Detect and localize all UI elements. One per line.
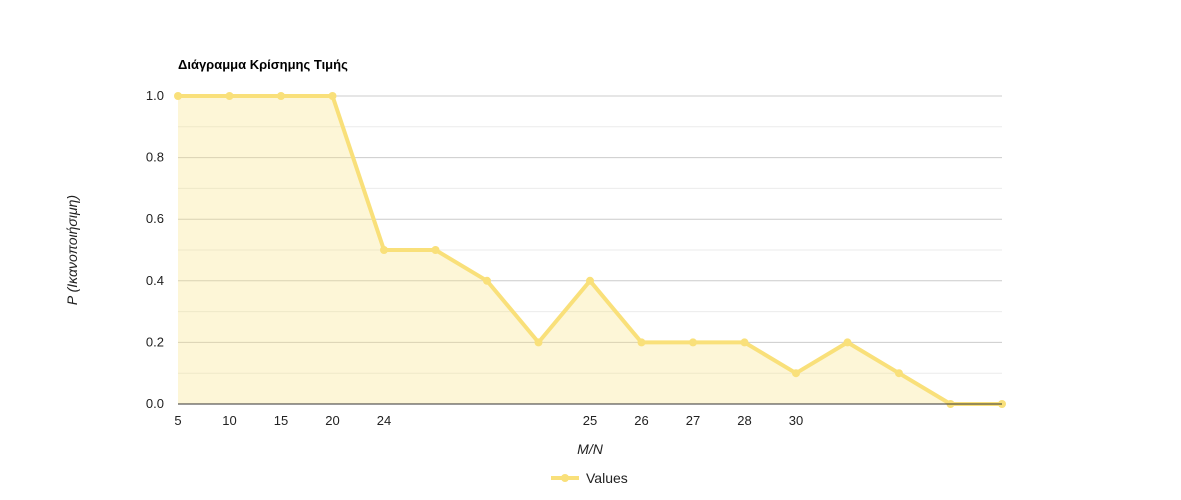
data-points bbox=[174, 92, 1006, 408]
x-tick-label: 28 bbox=[737, 413, 751, 428]
legend-label: Values bbox=[586, 470, 628, 486]
data-point bbox=[740, 338, 749, 347]
x-tick-label: 5 bbox=[174, 413, 181, 428]
gridlines bbox=[178, 95, 1002, 374]
y-tick-label: 0.6 bbox=[146, 211, 164, 226]
data-point bbox=[328, 92, 337, 100]
x-tick-label: 10 bbox=[222, 413, 236, 428]
y-tick-label: 0.0 bbox=[146, 396, 164, 411]
data-point bbox=[792, 369, 800, 378]
data-point bbox=[637, 338, 646, 347]
y-axis-title: P (Ικανοποιήσιμη) bbox=[64, 195, 80, 305]
x-tick-label: 27 bbox=[686, 413, 700, 428]
data-point bbox=[895, 369, 903, 378]
area-fill bbox=[178, 96, 1002, 404]
data-point bbox=[534, 338, 543, 347]
data-point bbox=[277, 92, 285, 100]
data-point bbox=[843, 338, 852, 347]
x-tick-label: 24 bbox=[377, 413, 391, 428]
data-point bbox=[483, 276, 491, 285]
legend[interactable]: Values bbox=[551, 470, 628, 486]
x-axis-title: M/N bbox=[577, 441, 604, 457]
y-tick-labels: 0.0 0.2 0.4 0.6 0.8 1.0 bbox=[146, 88, 164, 411]
x-tick-label: 30 bbox=[789, 413, 803, 428]
y-tick-label: 0.8 bbox=[146, 150, 164, 165]
data-point bbox=[225, 92, 234, 100]
y-tick-label: 0.2 bbox=[146, 334, 164, 349]
data-point bbox=[431, 246, 440, 254]
data-point bbox=[380, 246, 388, 254]
x-tick-label: 26 bbox=[634, 413, 648, 428]
legend-marker-icon bbox=[561, 474, 569, 482]
data-point bbox=[689, 338, 697, 347]
chart-title: Διάγραμμα Κρίσημης Τιμής bbox=[178, 57, 348, 72]
x-tick-label: 15 bbox=[274, 413, 288, 428]
data-point bbox=[174, 92, 182, 100]
x-tick-label: 25 bbox=[583, 413, 597, 428]
x-tick-label: 20 bbox=[325, 413, 339, 428]
y-tick-label: 0.4 bbox=[146, 273, 164, 288]
data-point bbox=[586, 276, 594, 285]
y-tick-label: 1.0 bbox=[146, 88, 164, 103]
series-area bbox=[178, 96, 1002, 404]
x-tick-labels: 5 10 15 20 24 25 26 27 28 30 bbox=[174, 413, 803, 428]
